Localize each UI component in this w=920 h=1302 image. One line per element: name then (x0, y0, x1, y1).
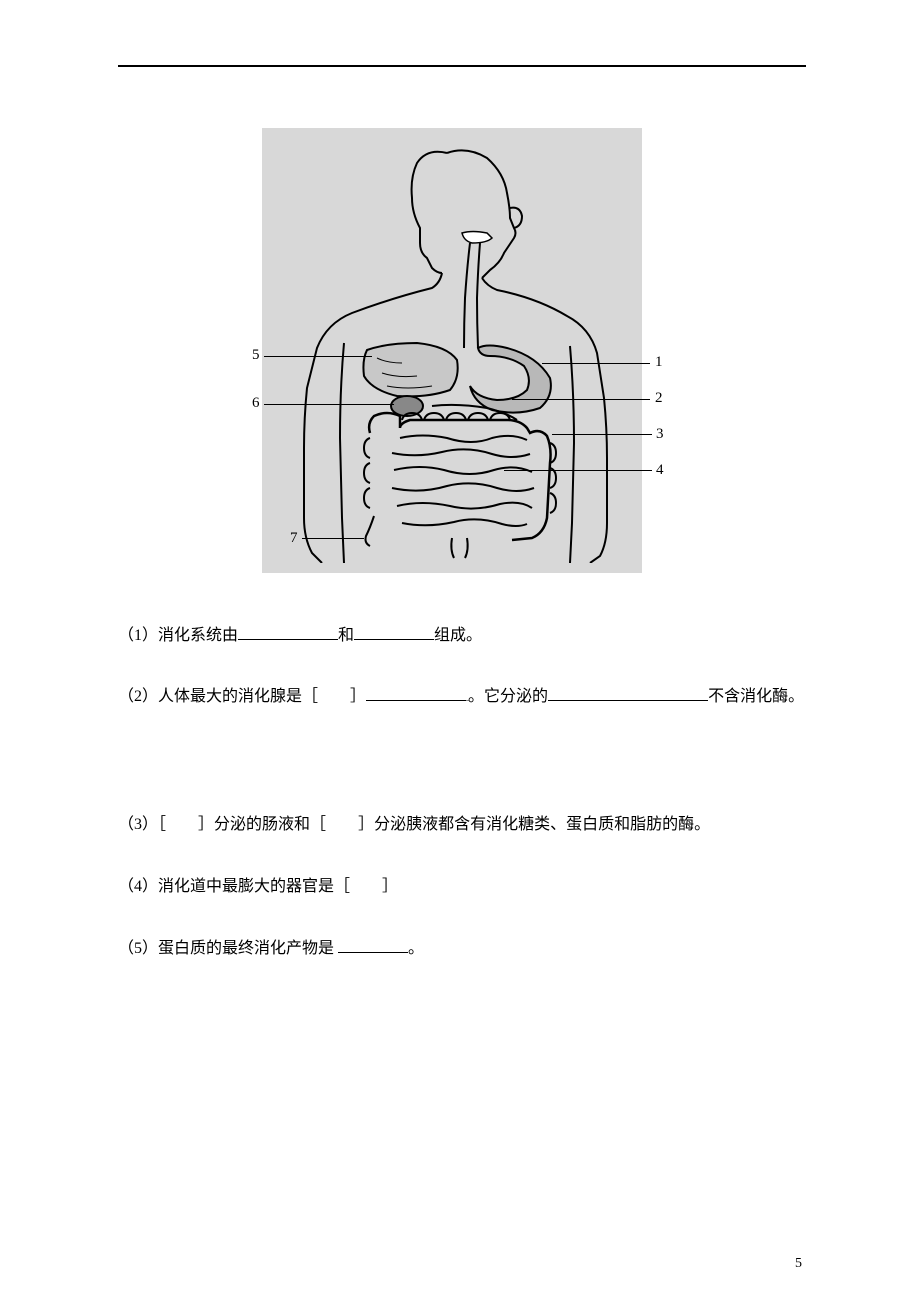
digestive-system-diagram: 1 2 3 4 5 6 7 (232, 118, 672, 583)
label-4: 4 (656, 462, 664, 479)
leader-4 (504, 470, 652, 471)
q3-bracket-space-1 (166, 816, 198, 833)
q3-after-b2: ］分泌胰液都含有消化糖类、蛋白质和脂肪的酶。 (358, 816, 710, 833)
leader-5 (264, 356, 372, 357)
label-3: 3 (656, 426, 664, 443)
q2-mid: 。它分泌的 (468, 688, 548, 705)
q2-after-bracket: ］ (350, 688, 366, 705)
leader-3 (552, 434, 652, 435)
q2-blank-2 (548, 683, 708, 701)
q1-mid: 和 (338, 627, 354, 644)
q5-suffix: 。 (408, 940, 424, 957)
q3-after-b1: ］分泌的肠液和［ (198, 816, 326, 833)
label-5: 5 (252, 347, 260, 364)
page-number: 5 (795, 1256, 802, 1272)
q1-blank-1 (238, 622, 338, 640)
question-2: （2）人体最大的消化腺是［ ］ 。它分泌的 不含消化酶。 (118, 683, 818, 712)
q3-prefix: （3）［ (118, 816, 166, 833)
label-2: 2 (655, 390, 663, 407)
q1-prefix: （1）消化系统由 (118, 627, 238, 644)
body-outline-svg (292, 138, 612, 563)
q3-bracket-space-2 (326, 816, 358, 833)
q4-bracket-space (350, 878, 382, 895)
label-6: 6 (252, 395, 260, 412)
q4-prefix: （4）消化道中最膨大的器官是［ (118, 878, 350, 895)
leader-7 (302, 538, 364, 539)
q5-blank (338, 935, 408, 953)
q4-suffix: ］ (382, 878, 398, 895)
top-horizontal-rule (118, 65, 806, 67)
q1-blank-2 (354, 622, 434, 640)
leader-6 (264, 404, 394, 405)
q2-blank-1 (366, 683, 466, 701)
q2-suffix: 不含消化酶。 (708, 688, 804, 705)
question-5: （5）蛋白质的最终消化产物是 。 (118, 935, 818, 964)
q5-prefix: （5）蛋白质的最终消化产物是 (118, 940, 338, 957)
q2-prefix: （2）人体最大的消化腺是［ (118, 688, 318, 705)
q1-suffix: 组成。 (434, 627, 482, 644)
label-1: 1 (655, 354, 663, 371)
q2-bracket-space (318, 688, 350, 705)
leader-1 (542, 363, 650, 364)
leader-2 (512, 399, 650, 400)
question-3: （3）［ ］分泌的肠液和［ ］分泌胰液都含有消化糖类、蛋白质和脂肪的酶。 (118, 811, 818, 840)
question-1: （1）消化系统由 和 组成。 (118, 622, 818, 651)
question-4: （4）消化道中最膨大的器官是［ ］ (118, 873, 818, 902)
label-7: 7 (290, 530, 298, 547)
